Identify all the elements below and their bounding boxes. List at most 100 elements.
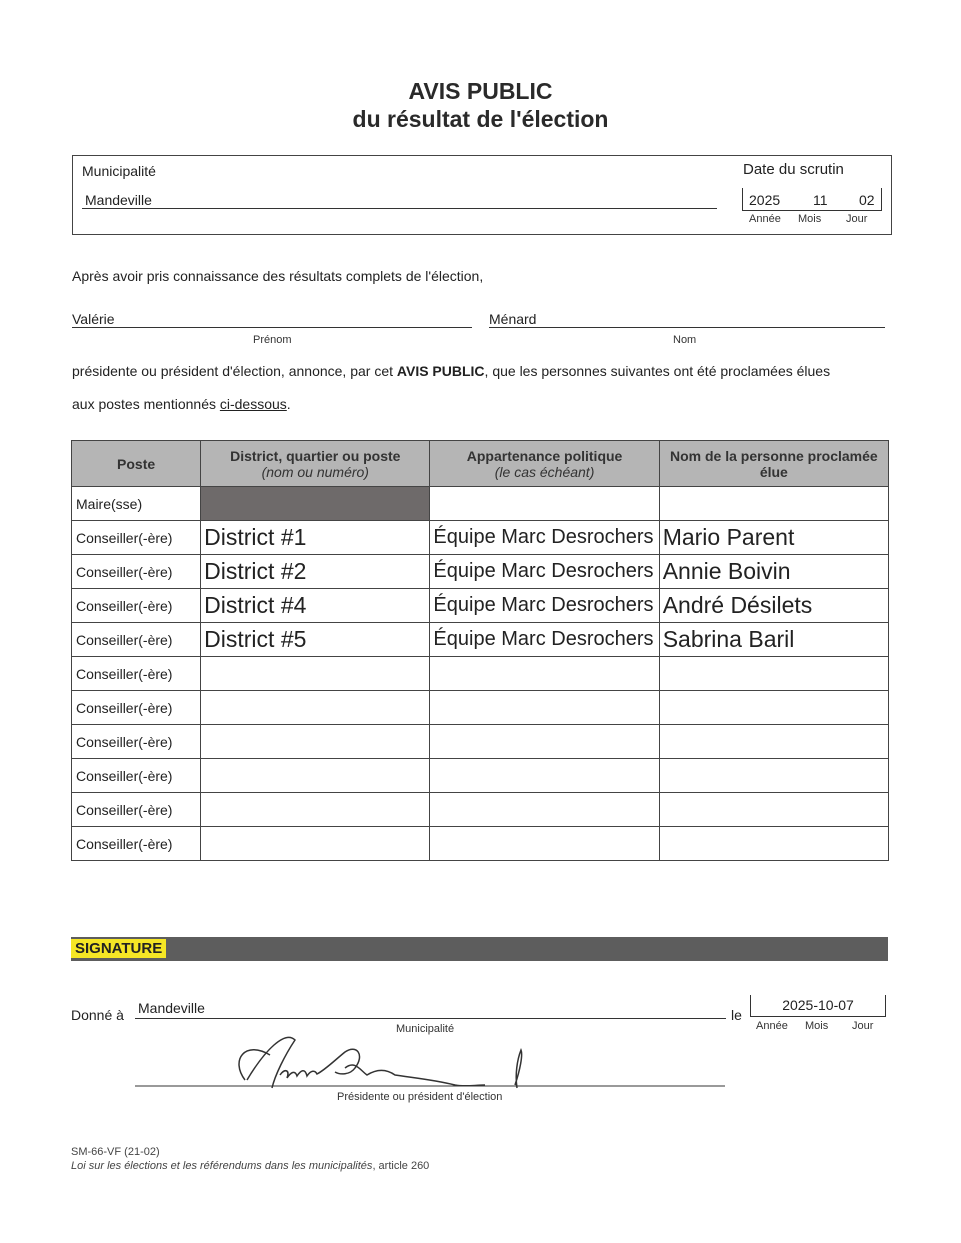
last-name-label: Nom (673, 334, 697, 346)
table-row: Conseiller(-ère) District #1 Équipe Marc D… (70, 520, 890, 555)
announce-line2: aux postes mentionnés (72, 396, 220, 412)
cell-elected-name (658, 826, 890, 861)
cell-district (200, 758, 431, 793)
table-row: Conseiller(-ère) (70, 724, 890, 759)
officer-first-name: Valérie (72, 311, 472, 328)
header-party: Appartenance politique (le cas échéant) (429, 440, 660, 487)
cell-poste: Conseiller(-ère) (70, 792, 202, 827)
cell-party (429, 690, 660, 725)
announcement-line1: présidente ou président d'élection, anno… (72, 363, 830, 379)
cell-elected-name (658, 758, 890, 793)
table-row: Conseiller(-ère) (70, 826, 890, 861)
date-label: Date du scrutin (743, 161, 844, 178)
form-code: SM-66-VF (21-02) (71, 1146, 160, 1158)
municipality-value: Mandeville (82, 192, 717, 209)
date-month: 11 (813, 192, 828, 208)
table-row: Conseiller(-ère) District #5 Équipe Marc D… (70, 622, 890, 657)
cell-district: District #5 (200, 622, 431, 657)
cell-elected-name (658, 792, 890, 827)
cell-poste: Maire(sse) (70, 486, 202, 521)
cell-poste: Conseiller(-ère) (70, 588, 202, 623)
signature-section-label: SIGNATURE (71, 939, 167, 958)
announce-end: . (286, 396, 291, 412)
cell-district (200, 656, 431, 691)
cell-district (200, 724, 431, 759)
cell-party (429, 486, 660, 521)
cell-party: Équipe Marc Desrochers (429, 588, 660, 623)
date-year: 2025 (749, 192, 781, 208)
cell-elected-name: André Désilets (658, 588, 890, 623)
announcement-line2: aux postes mentionnés ci-dessous. (72, 396, 291, 412)
cell-poste: Conseiller(-ère) (70, 520, 202, 555)
header-district: District, quartier ou poste (nom ou numér… (200, 440, 431, 487)
municipality-caption: Municipalité (396, 1023, 455, 1035)
year-label: Année (749, 213, 781, 225)
cell-party: Équipe Marc Desrochers (429, 554, 660, 589)
cell-poste: Conseiller(-ère) (70, 724, 202, 759)
cell-elected-name (658, 690, 890, 725)
cell-elected-name (658, 724, 890, 759)
cell-party (429, 792, 660, 827)
cell-party (429, 656, 660, 691)
cell-district: District #1 (200, 520, 431, 555)
cell-party: Équipe Marc Desrochers (429, 520, 660, 555)
header-elected-name: Nom de la personne proclamée élue (658, 440, 890, 487)
law-reference: Loi sur les élections et les référendums… (71, 1160, 430, 1172)
cell-elected-name: Mario Parent (658, 520, 890, 555)
sig-year-label: Année (756, 1020, 788, 1032)
cell-party: Équipe Marc Desrochers (429, 622, 660, 657)
cell-poste: Conseiller(-ère) (70, 622, 202, 657)
cell-poste: Conseiller(-ère) (70, 758, 202, 793)
announce-bold: AVIS PUBLIC (396, 363, 485, 379)
officer-last-name: Ménard (489, 311, 885, 328)
signature-date: 2025-10-07 (750, 995, 886, 1017)
cell-district (200, 690, 431, 725)
given-at-value: Mandeville (135, 1000, 726, 1019)
given-at-label: Donné à (71, 1007, 124, 1023)
cell-poste: Conseiller(-ère) (70, 826, 202, 861)
header-box (72, 155, 892, 235)
handwritten-signature (135, 1036, 725, 1089)
ci-dessous-text: ci-dessous (219, 396, 287, 412)
cell-elected-name: Sabrina Baril (658, 622, 890, 657)
table-row: Maire(sse) (70, 486, 890, 521)
cell-party (429, 724, 660, 759)
header-poste: Poste (70, 440, 202, 487)
cell-elected-name (658, 486, 890, 521)
signature-section-bar (71, 937, 888, 961)
table-row: Conseiller(-ère) (70, 758, 890, 793)
sig-month-label: Mois (805, 1020, 829, 1032)
cell-elected-name (658, 656, 890, 691)
table-row: Conseiller(-ère) (70, 656, 890, 691)
table-header-row: Poste District, quartier ou poste (nom ou… (70, 440, 890, 487)
cell-district (200, 486, 431, 521)
month-label: Mois (798, 213, 822, 225)
cell-district (200, 792, 431, 827)
signer-caption: Présidente ou président d'élection (337, 1091, 503, 1103)
first-name-label: Prénom (253, 334, 292, 346)
cell-party (429, 758, 660, 793)
cell-district: District #2 (200, 554, 431, 589)
table-row: Conseiller(-ère) (70, 690, 890, 725)
date-day: 02 (859, 192, 875, 208)
table-row: Conseiller(-ère) District #4 Équipe Marc D… (70, 588, 890, 623)
title-line1: AVIS PUBLIC (408, 78, 553, 104)
municipality-label: Municipalité (82, 163, 156, 179)
le-label: le (731, 1007, 742, 1023)
cell-poste: Conseiller(-ère) (70, 554, 202, 589)
cell-poste: Conseiller(-ère) (70, 656, 202, 691)
announce-part1: présidente ou président d'élection, anno… (72, 363, 397, 379)
sig-day-label: Jour (852, 1020, 874, 1032)
intro-text: Après avoir pris connaissance des résult… (72, 268, 484, 284)
cell-party (429, 826, 660, 861)
elected-persons-table: Poste District, quartier ou poste (nom ou… (70, 440, 890, 861)
cell-district: District #4 (200, 588, 431, 623)
title-line2: du résultat de l'élection (352, 106, 609, 132)
cell-elected-name: Annie Boivin (658, 554, 890, 589)
election-date-field: 2025 11 02 (742, 188, 882, 211)
cell-district (200, 826, 431, 861)
table-row: Conseiller(-ère) District #2 Équipe Marc D… (70, 554, 890, 589)
table-row: Conseiller(-ère) (70, 792, 890, 827)
day-label: Jour (846, 213, 868, 225)
